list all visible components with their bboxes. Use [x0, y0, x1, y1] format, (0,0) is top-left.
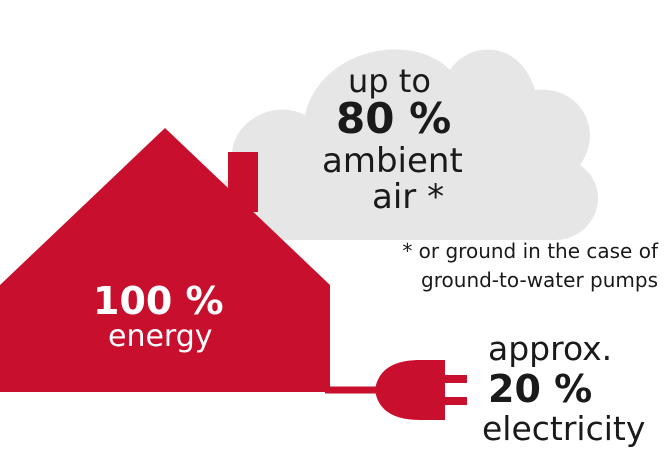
cloud-shape — [209, 49, 599, 240]
footnote-line-2: ground-to-water pumps — [421, 268, 658, 292]
cloud-percent: 80 % — [336, 94, 452, 143]
cloud-line-air: air * — [372, 177, 445, 217]
house-shape — [0, 128, 330, 392]
plug-electricity-label: electricity — [482, 409, 646, 448]
cloud-line-ambient: ambient — [322, 141, 463, 181]
plug-percent: 20 % — [488, 367, 593, 411]
plug-icon — [375, 360, 467, 420]
cloud-line-up-to: up to — [348, 62, 431, 100]
house-percent: 100 % — [93, 279, 224, 323]
footnote-line-1: * or ground in the case of — [402, 239, 658, 263]
house-energy-label: energy — [108, 319, 213, 354]
plug-line-approx: approx. — [488, 329, 613, 368]
